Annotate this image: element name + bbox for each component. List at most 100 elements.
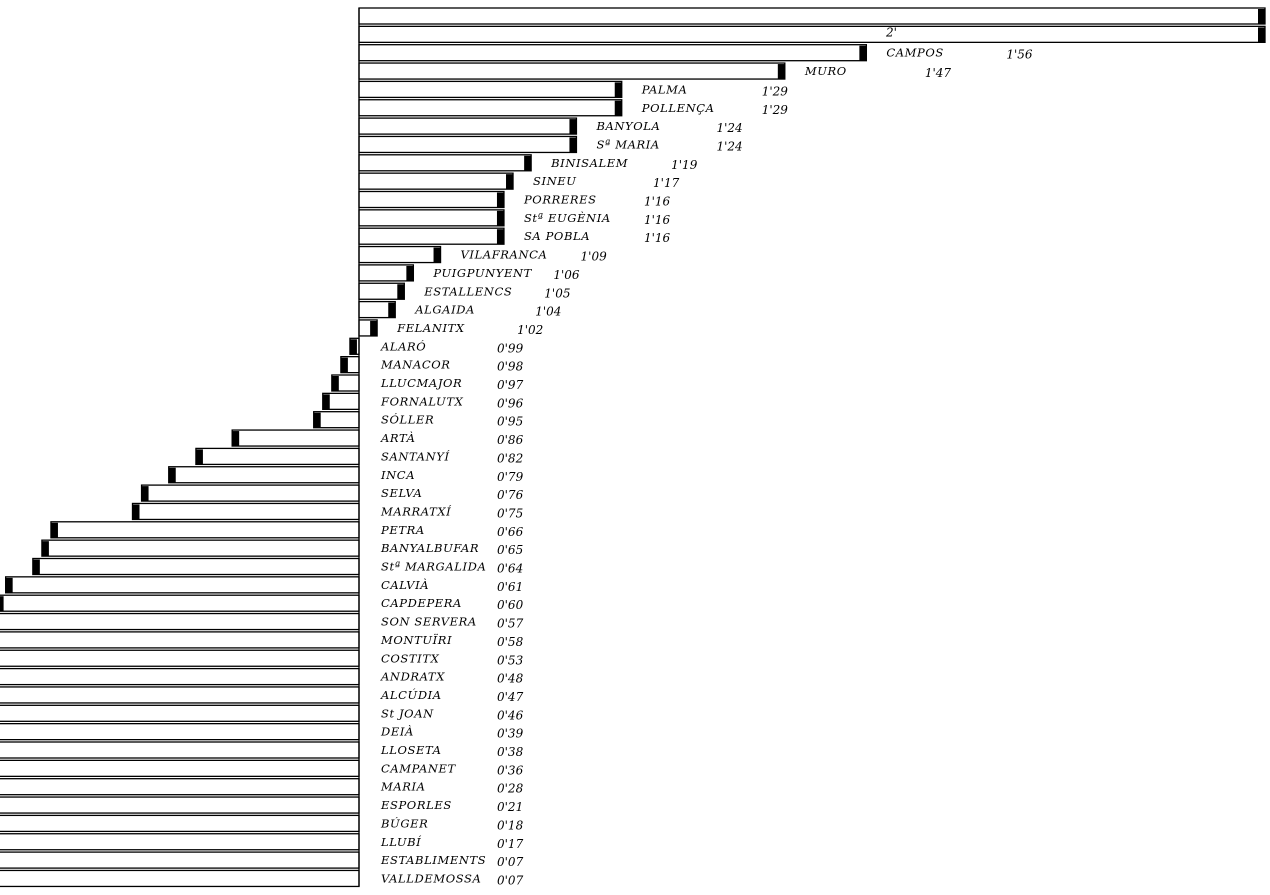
value-label: 0'75 <box>497 506 523 520</box>
category-label: ALGAIDA <box>414 303 475 317</box>
bar <box>358 117 578 135</box>
value-label: 0'86 <box>497 433 524 447</box>
bar-end-mark <box>388 302 396 318</box>
bar-end-mark <box>506 174 514 190</box>
bar <box>0 814 360 833</box>
category-label: VALLDEMOSSA <box>381 871 481 885</box>
category-label: ESTABLIMENTS <box>380 853 486 867</box>
category-label: LLUCMAJOR <box>380 376 462 390</box>
bar-end-mark <box>370 320 378 336</box>
bar-end-mark <box>569 137 577 153</box>
bar <box>0 649 360 667</box>
bar-end-mark <box>777 64 785 80</box>
category-label: SON SERVERA <box>381 615 477 629</box>
bar-end-mark <box>132 504 140 520</box>
category-label: LLUBÍ <box>380 835 422 849</box>
bar-end-mark <box>168 467 176 483</box>
bar-end-mark <box>313 412 321 428</box>
value-label: 0'82 <box>497 451 523 465</box>
category-label: BÚGER <box>380 816 428 830</box>
value-label: 0'76 <box>497 488 524 502</box>
value-label: 0'60 <box>497 598 524 612</box>
category-label: Stª EUGÈNIA <box>524 211 611 225</box>
bar <box>140 484 360 502</box>
bar <box>358 44 868 62</box>
category-label: ESPORLES <box>380 798 452 812</box>
value-label: 1'29 <box>762 84 789 98</box>
value-label: 1'17 <box>653 176 680 190</box>
value-label: 1'16 <box>644 195 671 209</box>
category-label: PORRERES <box>523 193 597 207</box>
bar-top-reference <box>358 7 1266 25</box>
bar-end-mark <box>0 596 4 612</box>
value-label: 1'24 <box>716 121 742 135</box>
bar-end-mark <box>232 431 240 447</box>
value-label: 0'96 <box>497 396 524 410</box>
value-label: 0'65 <box>497 543 523 557</box>
bar <box>358 190 505 209</box>
value-label: 0'48 <box>497 672 524 686</box>
bar <box>0 833 360 851</box>
value-label: 1'19 <box>671 158 698 172</box>
category-label: CALVIÀ <box>381 578 429 592</box>
bar <box>358 209 505 227</box>
category-label: SANTANYÍ <box>381 449 450 463</box>
value-label: 0'46 <box>497 708 524 722</box>
category-label: CAMPANET <box>381 761 457 775</box>
category-label: MARIA <box>380 780 426 794</box>
bar <box>0 723 360 741</box>
value-label: 0'28 <box>497 782 524 796</box>
bar <box>358 25 1266 44</box>
bar-end-mark <box>322 394 330 410</box>
category-label: ALARÓ <box>380 339 426 353</box>
bar-end-mark <box>340 357 348 373</box>
value-label: 0'58 <box>497 635 524 649</box>
bar <box>50 521 360 539</box>
bar-end-mark <box>496 210 504 226</box>
bar <box>0 851 360 869</box>
value-label: 0'18 <box>497 818 524 832</box>
value-label: 0'98 <box>497 360 524 374</box>
category-label: CAPDEPERA <box>381 596 462 610</box>
bar <box>195 447 360 466</box>
bar <box>358 227 505 245</box>
bar <box>358 172 514 190</box>
category-label: INCA <box>380 468 415 482</box>
bar <box>0 686 360 704</box>
category-label: BANYOLA <box>595 119 660 133</box>
bars-layer <box>0 7 1266 888</box>
bar-end-mark <box>331 376 339 391</box>
bar <box>0 796 360 814</box>
value-label: 0'64 <box>497 562 523 576</box>
bar-end-mark <box>569 119 577 135</box>
category-label: ESTALLENCS <box>423 284 512 298</box>
category-label: PALMA <box>641 82 688 96</box>
category-label: SÓLLER <box>381 413 434 427</box>
category-label: Stª MARGALIDA <box>381 560 486 574</box>
value-label: 1'16 <box>644 231 671 245</box>
bar-end-mark <box>406 265 414 281</box>
category-label: LLOSETA <box>380 743 442 757</box>
value-label: 1'24 <box>716 139 742 153</box>
value-label: 0'38 <box>497 745 524 759</box>
bar <box>131 502 360 521</box>
bar <box>358 62 786 80</box>
category-label: VILAFRANCA <box>461 248 548 262</box>
value-label: 0'53 <box>497 653 524 667</box>
bar-end-mark <box>5 577 13 593</box>
bar <box>41 539 360 557</box>
bar-end-mark <box>141 486 149 502</box>
value-label: 0'47 <box>497 690 524 704</box>
category-label: PETRA <box>380 523 425 537</box>
bar-end-mark <box>1258 9 1265 24</box>
bar-end-mark <box>496 229 504 245</box>
bar-end-mark <box>614 100 622 116</box>
bar <box>0 631 360 649</box>
bar <box>358 264 415 282</box>
bar-end-mark <box>195 449 203 465</box>
bar <box>32 557 360 576</box>
bar <box>168 466 360 484</box>
category-label: St JOAN <box>381 706 434 720</box>
category-label: MANACOR <box>380 358 451 372</box>
bar <box>0 778 360 796</box>
